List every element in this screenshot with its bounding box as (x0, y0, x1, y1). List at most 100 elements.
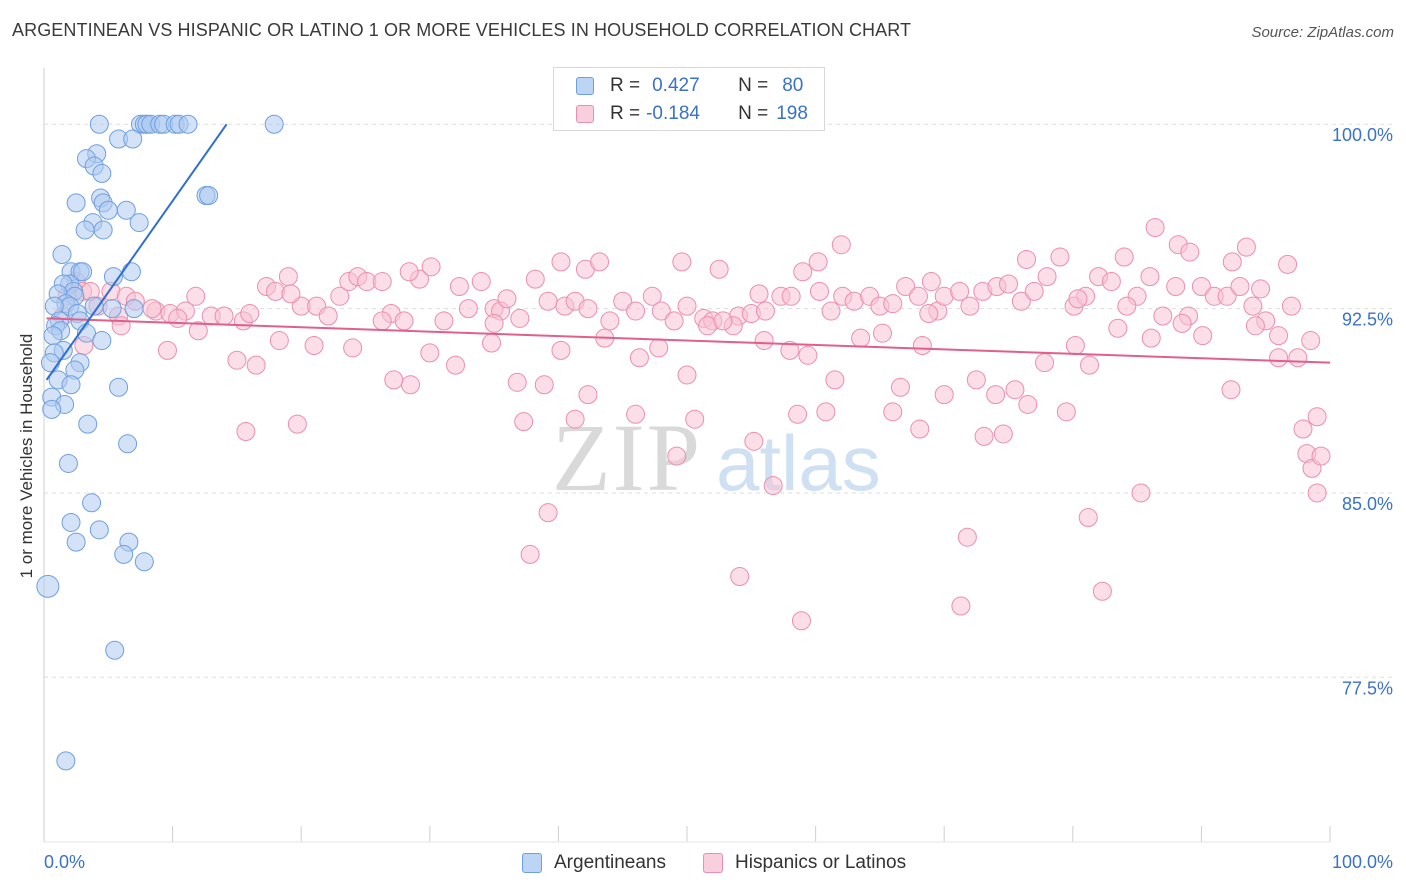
hispanic-point (330, 286, 350, 306)
hispanic-point (551, 340, 571, 360)
hispanic-point (534, 375, 554, 395)
hispanic-point (420, 343, 440, 363)
argentinean-point (109, 377, 129, 397)
y-tick-label: 85.0% (1342, 494, 1393, 514)
argentinean-point (123, 129, 143, 149)
hispanic-point (809, 281, 829, 301)
hispanic-point (672, 252, 692, 272)
hispanic-point (950, 281, 970, 301)
hispanic-point (578, 385, 598, 405)
argentinean-trend-line (45, 123, 228, 381)
hispanic-point (1245, 316, 1265, 336)
hispanic-point (951, 596, 971, 616)
hispanic-point (1166, 276, 1186, 296)
hispanic-point (1101, 272, 1121, 292)
hispanic-point (999, 274, 1018, 294)
argentinean-point (92, 163, 112, 183)
hispanic-point (910, 419, 930, 439)
hispanic-point (281, 284, 301, 304)
argentinean-point (178, 114, 198, 134)
hispanic-point (142, 299, 162, 319)
hispanic-point (986, 385, 1006, 405)
hispanic-point (1068, 289, 1088, 309)
hispanic-point (763, 476, 783, 496)
argentinean-point (78, 414, 98, 434)
hispanic-point (825, 370, 845, 390)
x-tick-label-left: 0.0% (44, 852, 86, 872)
hispanic-point (1037, 267, 1057, 287)
y-tick-label: 92.5% (1342, 310, 1393, 330)
hispanic-point (578, 299, 598, 319)
hispanic-point (960, 296, 980, 316)
argentinean-point (61, 512, 81, 532)
argentinean-point (114, 544, 134, 564)
hispanic-point (626, 404, 646, 424)
hispanic-point (484, 313, 504, 333)
hispanic-point (458, 299, 478, 319)
hispanic-point (343, 338, 363, 358)
hispanic-point (372, 272, 392, 292)
hispanic-point (482, 333, 502, 353)
hispanic-point (821, 301, 841, 321)
argentinean-point (98, 200, 118, 220)
legend-r-label: R = (610, 103, 641, 124)
hispanic-point (510, 308, 530, 328)
hispanic-point (449, 276, 469, 296)
hispanic-point (1108, 318, 1128, 338)
hispanic-point (384, 370, 404, 390)
hispanic-point (1293, 419, 1313, 439)
legend-row-hispanics: R = -0.184 N = 198 (576, 100, 808, 128)
legend-n-label: N = (738, 103, 769, 124)
argentinean-point (93, 220, 113, 240)
hispanic-point (651, 301, 671, 321)
hispanic-point (1005, 380, 1025, 400)
hispanic-point (287, 414, 307, 434)
hispanic-point (649, 338, 669, 358)
hispanic-point (709, 259, 729, 279)
hispanic-point (908, 286, 928, 306)
hispanic-point (269, 331, 289, 351)
argentinean-point (134, 552, 154, 572)
chart-title: ARGENTINEAN VS HISPANIC OR LATINO 1 OR M… (12, 20, 912, 40)
hispanic-point (111, 316, 131, 336)
legend-swatch-pink (576, 105, 594, 123)
hispanic-point (993, 424, 1013, 444)
hispanic-point (188, 321, 208, 341)
hispanic-trend-line (46, 317, 1331, 364)
hispanic-point (168, 308, 188, 328)
hispanic-point (278, 267, 298, 287)
hispanic-point (1114, 247, 1134, 267)
hispanic-point (730, 567, 750, 587)
hispanic-point (1288, 348, 1308, 368)
argentinean-point (199, 186, 219, 206)
argentinean-point (129, 213, 149, 233)
hispanic-point (629, 348, 649, 368)
hispanic-point (798, 345, 818, 365)
argentinean-point (58, 453, 78, 473)
argentinean-point (124, 299, 144, 319)
argentinean-point (66, 193, 86, 213)
argentinean-point (42, 399, 62, 419)
argentinean-point (61, 375, 81, 395)
legend-item-argentineans: Argentineans (522, 852, 666, 874)
hispanic-point (664, 311, 684, 331)
hispanic-point (1191, 276, 1211, 296)
hispanic-point (974, 426, 994, 446)
argentinean-point (264, 114, 284, 134)
hispanic-point (1140, 267, 1160, 287)
hispanic-point (1307, 407, 1327, 427)
legend-row-argentineans: R = 0.427 N = 80 (576, 72, 803, 100)
hispanic-point (749, 284, 769, 304)
hispanic-point (744, 431, 764, 451)
watermark-atlas: atlas (716, 419, 881, 507)
legend-n-value: 198 (776, 103, 808, 124)
hispanic-point (304, 335, 324, 355)
y-axis-label: 1 or more Vehicles in Household (17, 333, 36, 579)
legend-n-label: N = (738, 75, 769, 96)
hispanic-point (236, 422, 256, 442)
hispanic-point (1243, 296, 1263, 316)
hispanic-point (497, 289, 517, 309)
hispanic-point (791, 611, 811, 631)
argentinean-point (36, 574, 60, 598)
hispanic-point (793, 262, 813, 282)
